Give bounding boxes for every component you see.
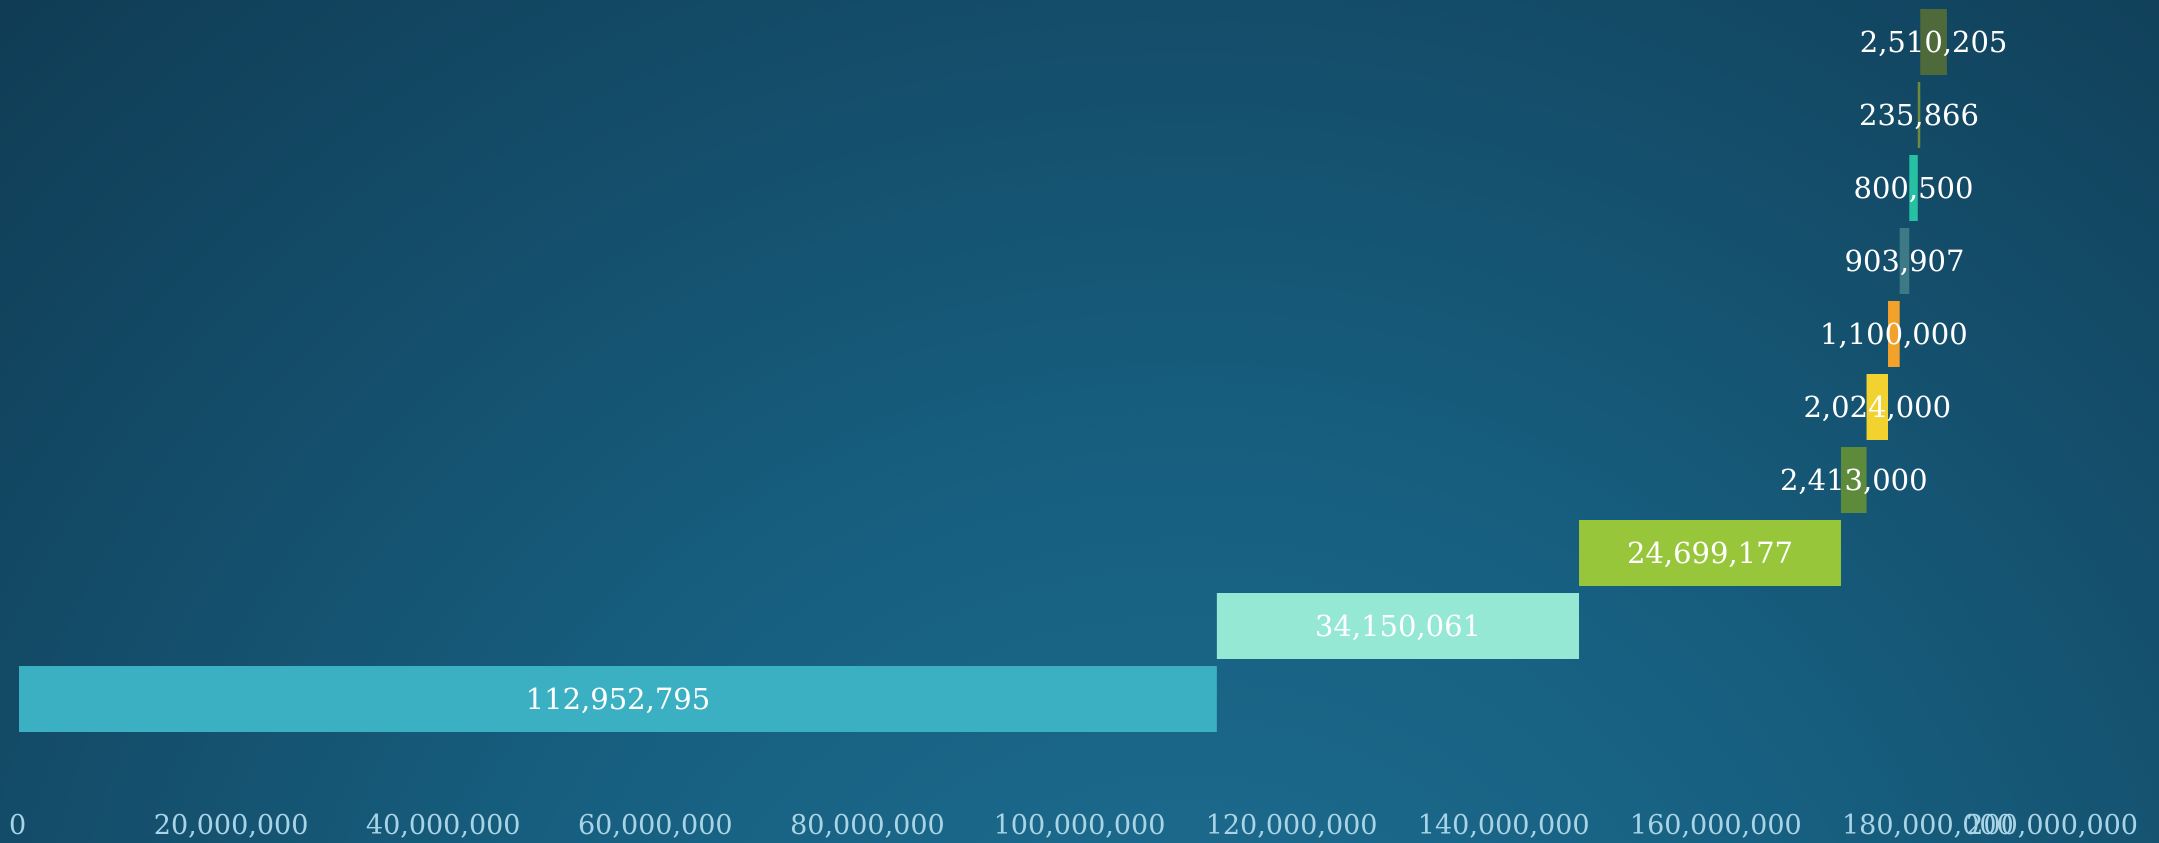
data-label-6: 1,100,000 [1820,317,1968,351]
x-tick-label-5: 80,000,000 [790,810,945,841]
bar-5 [1866,374,1889,440]
data-label-5: 2,024,000 [1803,390,1951,424]
bar-8 [1909,155,1918,221]
data-label-2: 34,150,061 [1315,609,1481,643]
x-axis-ticks: 0 20,000,000 40,000,000 60,000,000 80,000,00… [9,810,2138,841]
data-label-1: 112,952,795 [526,682,711,716]
bars-layer [19,9,1947,732]
x-tick-label-3: 40,000,000 [366,810,521,841]
x-tick-label-1: 0 [9,810,26,841]
bar-3 [1579,520,1841,586]
data-label-10: 2,510,205 [1860,25,2008,59]
x-tick-label-4: 60,000,000 [578,810,733,841]
bar-9 [1917,82,1921,148]
bar-4 [1840,447,1867,513]
data-labels-layer: 112,952,795 34,150,061 24,699,177 2,413,000… [526,25,2008,716]
data-label-3: 24,699,177 [1627,536,1793,570]
x-tick-label-8: 140,000,000 [1418,810,1590,841]
bar-1 [19,666,1217,732]
bar-2 [1216,593,1580,659]
data-label-9: 235,866 [1859,98,1979,132]
data-label-8: 800,500 [1854,171,1974,205]
data-label-7: 903,907 [1845,244,1965,278]
x-tick-label-9: 160,000,000 [1630,810,1802,841]
x-tick-label-10: 180,000,000 [1842,810,2014,841]
bar-6 [1888,301,1900,367]
bar-10 [1920,9,1947,75]
x-tick-label-6: 100,000,000 [994,810,1166,841]
data-label-4: 2,413,000 [1780,463,1928,497]
x-tick-label-11: 200,000,000 [1966,810,2138,841]
x-tick-label-7: 120,000,000 [1206,810,1378,841]
bar-7 [1899,228,1910,294]
x-tick-label-2: 20,000,000 [154,810,309,841]
